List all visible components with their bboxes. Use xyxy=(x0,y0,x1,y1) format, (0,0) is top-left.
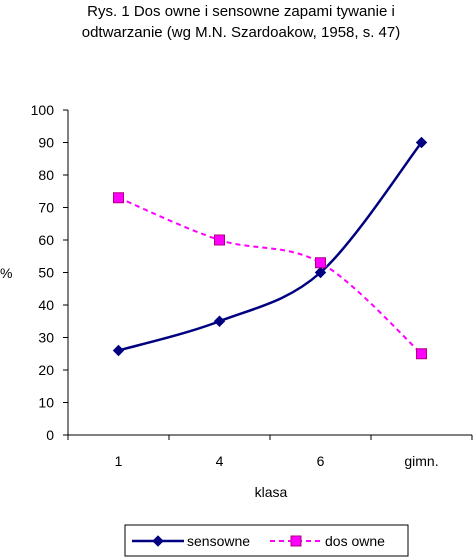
series-group xyxy=(112,136,428,360)
y-tick-label: 80 xyxy=(38,167,54,183)
y-tick-label: 40 xyxy=(38,297,54,313)
diamond-marker xyxy=(213,315,226,327)
square-marker xyxy=(416,348,427,360)
y-axis: 0 10 20 30 40 50 60 70 80 90 100% xyxy=(0,102,69,443)
series-line xyxy=(118,141,423,352)
legend-label: sensowne xyxy=(187,533,250,549)
x-axis: 1 4 6 gimn. klasa xyxy=(67,434,473,500)
legend: sensowne dos owne xyxy=(124,524,409,557)
diamond-marker xyxy=(314,266,327,279)
legend-diamond-marker xyxy=(152,535,164,547)
series-1 xyxy=(113,192,427,360)
square-marker xyxy=(113,192,124,204)
chart-title: Rys. 1 Dos owne i sensowne zapami tywani… xyxy=(82,3,401,41)
y-tick-label: 50 xyxy=(38,265,54,281)
y-tick-label: 30 xyxy=(38,330,54,346)
y-tick-label: 90 xyxy=(38,135,54,151)
y-axis-title: % xyxy=(0,265,12,281)
chart-title-line: odtwarzanie (wg M.N. Szardoakow, 1958, s… xyxy=(82,24,401,41)
y-tick-label: 10 xyxy=(38,395,54,411)
x-tick-label: 4 xyxy=(216,453,224,469)
legend-label: dos owne xyxy=(325,533,385,549)
diamond-marker xyxy=(112,344,125,357)
y-tick-label: 0 xyxy=(46,427,54,443)
chart-title-line: Rys. 1 Dos owne i sensowne zapami tywani… xyxy=(87,3,395,20)
x-axis-title: klasa xyxy=(255,484,288,500)
square-marker xyxy=(315,257,326,269)
series-line xyxy=(118,196,423,355)
diamond-marker xyxy=(415,136,428,149)
y-tick-label: 20 xyxy=(38,362,54,378)
square-marker xyxy=(214,234,225,246)
legend-square-marker xyxy=(290,535,302,547)
y-tick-label: 70 xyxy=(38,200,54,216)
y-tick-label: 60 xyxy=(38,232,54,248)
x-tick-label: 1 xyxy=(115,453,123,469)
x-tick-label: gimn. xyxy=(404,453,438,469)
y-tick-label: 100 xyxy=(31,102,55,118)
series-0 xyxy=(112,136,428,357)
x-tick-label: 6 xyxy=(317,453,325,469)
